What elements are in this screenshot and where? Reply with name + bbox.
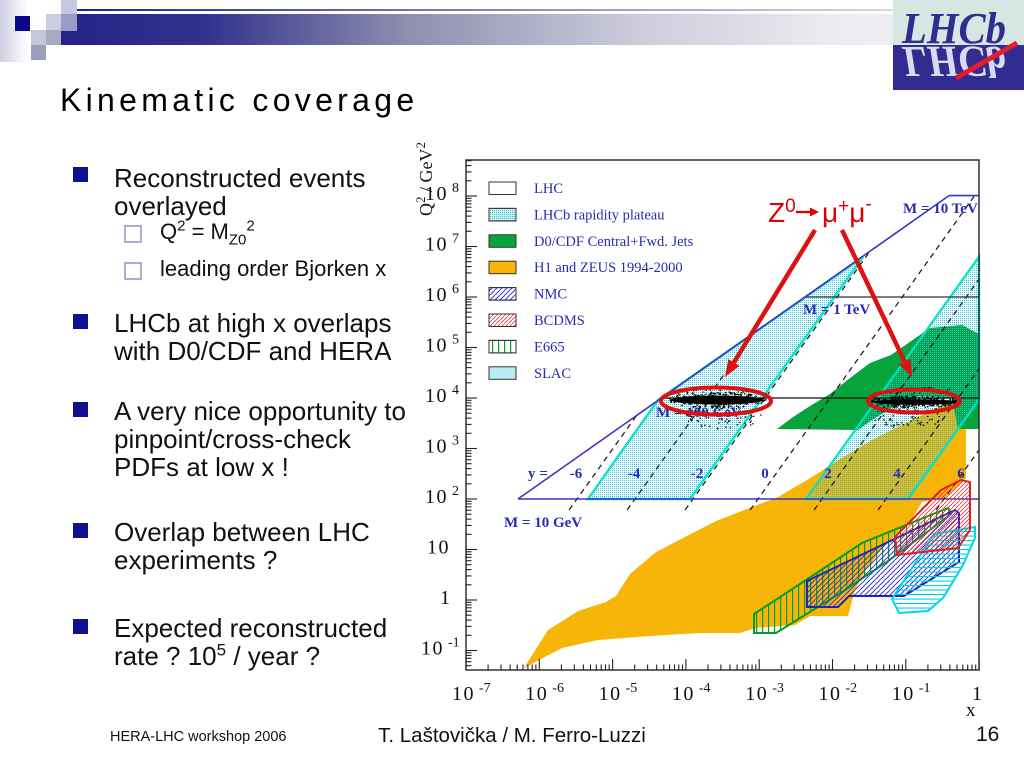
svg-text:4: 4 bbox=[893, 466, 901, 482]
svg-text:-7: -7 bbox=[479, 681, 491, 696]
svg-text:M = 1 TeV: M = 1 TeV bbox=[803, 302, 870, 318]
svg-text:10: 10 bbox=[425, 335, 448, 357]
svg-text:10: 10 bbox=[672, 683, 695, 705]
svg-text:y =: y = bbox=[528, 466, 548, 482]
svg-text:10: 10 bbox=[745, 683, 768, 705]
svg-text:H1 and ZEUS 1994-2000: H1 and ZEUS 1994-2000 bbox=[534, 260, 683, 276]
svg-text:-1: -1 bbox=[919, 681, 931, 696]
svg-text:-5: -5 bbox=[626, 681, 638, 696]
svg-text:-2: -2 bbox=[846, 681, 858, 696]
svg-text:10: 10 bbox=[425, 486, 448, 508]
svg-text:LHC: LHC bbox=[534, 181, 563, 197]
svg-text:8: 8 bbox=[452, 181, 459, 196]
svg-text:4: 4 bbox=[452, 383, 459, 398]
svg-text:10: 10 bbox=[599, 683, 622, 705]
svg-text:3: 3 bbox=[452, 434, 459, 449]
svg-text:10: 10 bbox=[427, 537, 450, 559]
svg-text:10: 10 bbox=[425, 234, 448, 256]
svg-text:10: 10 bbox=[819, 683, 842, 705]
svg-text:Z0: Z0 bbox=[768, 196, 796, 228]
svg-text:Q2 / GeV2: Q2 / GeV2 bbox=[413, 142, 436, 216]
svg-text:BCDMS: BCDMS bbox=[534, 313, 585, 329]
svg-text:D0/CDF Central+Fwd. Jets: D0/CDF Central+Fwd. Jets bbox=[534, 234, 694, 250]
svg-text:2: 2 bbox=[452, 484, 459, 499]
svg-text:2: 2 bbox=[824, 466, 832, 482]
svg-text:M = 10 GeV: M = 10 GeV bbox=[504, 515, 582, 531]
svg-text:E665: E665 bbox=[534, 339, 565, 355]
svg-text:-1: -1 bbox=[448, 636, 460, 651]
svg-text:-3: -3 bbox=[772, 681, 784, 696]
svg-text:-2: -2 bbox=[691, 466, 704, 482]
svg-text:LHCb rapidity plateau: LHCb rapidity plateau bbox=[534, 207, 664, 223]
svg-text:10: 10 bbox=[421, 638, 444, 660]
svg-text:SLAC: SLAC bbox=[534, 366, 571, 382]
svg-text:7: 7 bbox=[452, 232, 459, 247]
svg-text:10: 10 bbox=[452, 683, 475, 705]
svg-text:10: 10 bbox=[425, 436, 448, 458]
svg-text:NMC: NMC bbox=[534, 287, 567, 303]
svg-text:10: 10 bbox=[525, 683, 548, 705]
svg-text:-4: -4 bbox=[628, 466, 641, 482]
svg-text:LHCb: LHCb bbox=[901, 4, 1006, 53]
svg-text:-6: -6 bbox=[570, 466, 583, 482]
svg-text:10: 10 bbox=[425, 284, 448, 306]
svg-text:-4: -4 bbox=[699, 681, 711, 696]
svg-text:10: 10 bbox=[425, 385, 448, 407]
svg-text:10: 10 bbox=[425, 183, 448, 205]
svg-text:1: 1 bbox=[440, 587, 450, 609]
svg-text:6: 6 bbox=[452, 282, 459, 297]
svg-text:x: x bbox=[966, 700, 976, 721]
svg-text:-6: -6 bbox=[552, 681, 564, 696]
svg-text:6: 6 bbox=[957, 466, 965, 482]
svg-text:0: 0 bbox=[761, 466, 769, 482]
svg-text:5: 5 bbox=[452, 333, 459, 348]
svg-text:M = 10 TeV: M = 10 TeV bbox=[903, 201, 978, 217]
svg-text:10: 10 bbox=[892, 683, 915, 705]
svg-text:μ+μ-: μ+μ- bbox=[822, 194, 872, 228]
svg-text:1: 1 bbox=[972, 683, 982, 705]
